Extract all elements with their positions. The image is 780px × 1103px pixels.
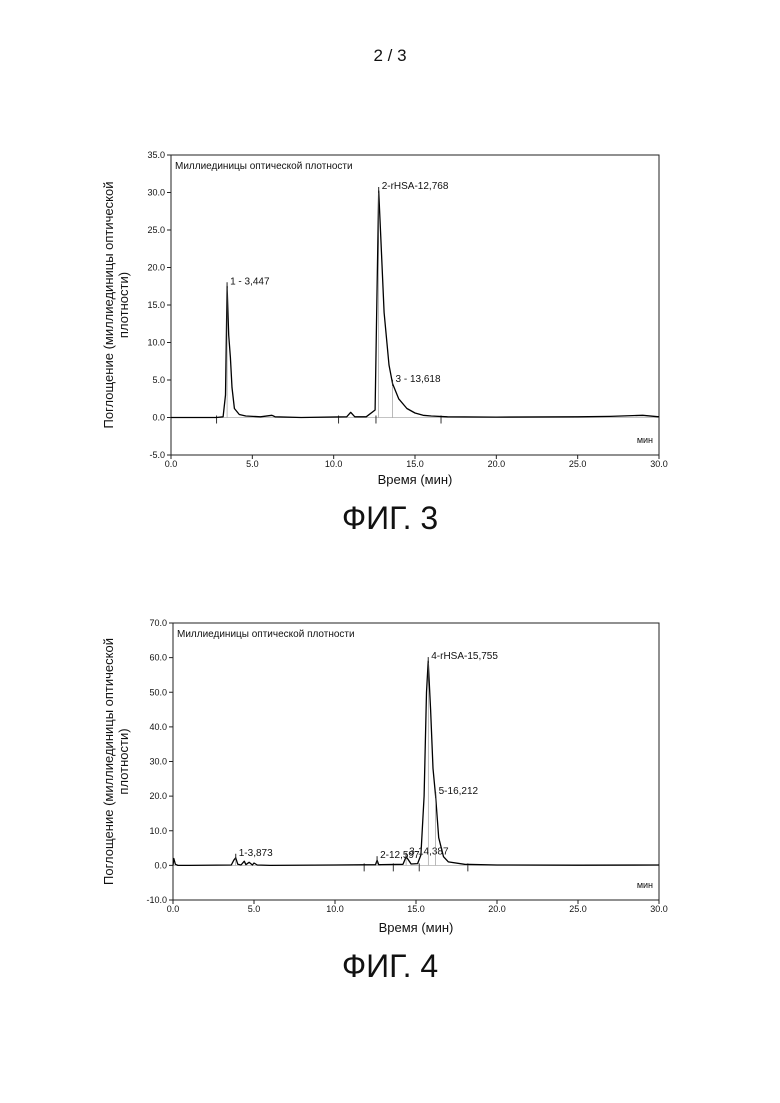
y-tick-label: 70.0 — [149, 618, 167, 628]
peak-label: 3-14,387 — [409, 847, 449, 858]
x-unit-label: мин — [637, 880, 653, 890]
x-tick-label: 25.0 — [569, 904, 587, 914]
y-tick-label: 20.0 — [149, 791, 167, 801]
chromatogram-trace — [173, 661, 659, 865]
x-tick-label: 0.0 — [167, 904, 180, 914]
x-tick-label: 30.0 — [650, 904, 668, 914]
x-tick-label: 10.0 — [326, 904, 344, 914]
y-tick-label: -10.0 — [146, 895, 167, 905]
x-tick-label: 20.0 — [488, 904, 506, 914]
y-tick-label: 40.0 — [149, 722, 167, 732]
y-tick-label: 10.0 — [149, 826, 167, 836]
figure-4-caption: ФИГ. 4 — [0, 948, 780, 985]
y-tick-label: 0.0 — [154, 860, 167, 870]
chart-title: Миллиединицы оптической плотности — [177, 629, 355, 640]
y-tick-label: 60.0 — [149, 653, 167, 663]
x-tick-label: 5.0 — [248, 904, 261, 914]
y-axis-label-line: плотности) — [116, 728, 131, 794]
y-tick-label: 50.0 — [149, 687, 167, 697]
peak-label: 1-3,873 — [239, 848, 273, 859]
peak-label: 5-16,212 — [439, 786, 479, 797]
y-axis-label: Поглощение (миллиединицы оптическойплотн… — [101, 638, 131, 885]
y-tick-label: 30.0 — [149, 757, 167, 767]
peak-label: 4-rHSA-15,755 — [431, 651, 498, 662]
x-tick-label: 15.0 — [407, 904, 425, 914]
y-axis-label-line: Поглощение (миллиединицы оптической — [101, 638, 116, 885]
x-axis-label: Время (мин) — [379, 920, 454, 935]
